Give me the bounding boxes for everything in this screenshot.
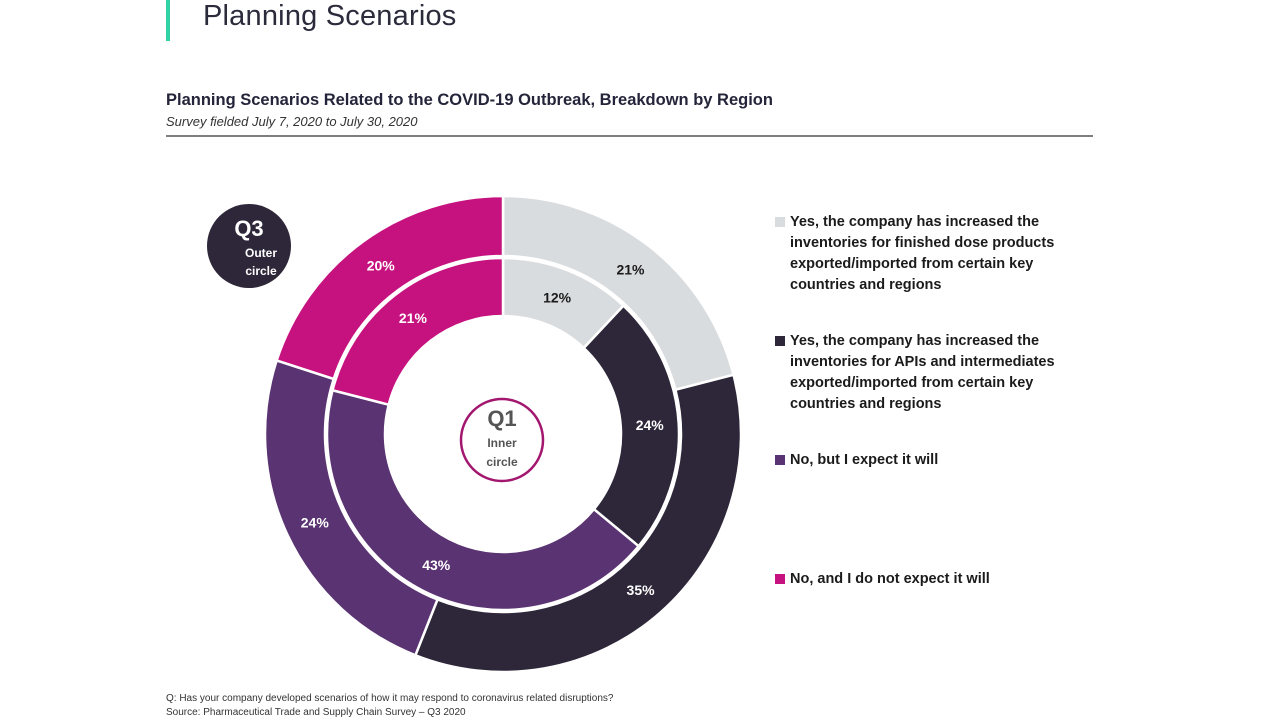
inner-slice-1 — [582, 303, 681, 548]
outer-badge-line2: circle — [245, 264, 277, 278]
inner-slice-3 — [331, 256, 505, 407]
legend-label: No, and I do not expect it will — [790, 571, 990, 587]
inner-ring — [325, 256, 681, 612]
inner-badge-line2: circle — [486, 455, 518, 469]
legend-swatch — [775, 574, 785, 584]
outer-circle-badge: Q3 Outer circle — [207, 204, 291, 288]
inner-badge-title: Q1 — [487, 406, 516, 431]
outer-badge-circle — [207, 204, 291, 288]
legend-swatch — [775, 455, 785, 465]
outer-slice-label-3: 20% — [367, 258, 396, 274]
inner-badge-circle — [459, 397, 545, 483]
legend-item: No, and I do not expect it will — [775, 569, 1065, 590]
outer-slice-3 — [275, 194, 505, 381]
chart-title: Planning Scenarios Related to the COVID-… — [166, 91, 773, 109]
inner-badge-line1: Inner — [487, 436, 517, 450]
chart-subtitle: Survey fielded July 7, 2020 to July 30, … — [166, 114, 418, 129]
outer-slice-label-0: 21% — [616, 262, 645, 278]
legend-label: Yes, the company has increased the inven… — [790, 214, 1055, 293]
outer-badge-title: Q3 — [234, 216, 263, 241]
outer-badge-line1: Outer — [245, 246, 277, 260]
inner-circle-badge: Q1 Inner circle — [459, 397, 545, 483]
title-accent-bar — [166, 0, 170, 41]
legend-swatch — [775, 217, 785, 227]
page-title: Planning Scenarios — [203, 0, 457, 32]
footnote-question: Q: Has your company developed scenarios … — [166, 693, 614, 704]
legend-label: No, but I expect it will — [790, 452, 939, 468]
outer-ring — [263, 194, 743, 674]
inner-slice-label-3: 21% — [399, 310, 428, 326]
legend-item: Yes, the company has increased the inven… — [775, 212, 1065, 296]
legend-item: No, but I expect it will — [775, 450, 1065, 471]
slice-labels: 21% 35% 24% 20% 12% 24% 43% 21% — [301, 258, 664, 598]
inner-slice-label-0: 12% — [543, 289, 572, 305]
inner-slice-label-2: 43% — [422, 557, 451, 573]
outer-slice-1 — [413, 373, 743, 674]
outer-slice-label-2: 24% — [301, 515, 330, 531]
legend-item: Yes, the company has increased the inven… — [775, 331, 1065, 415]
outer-slice-label-1: 35% — [627, 582, 656, 598]
header-divider — [166, 135, 1093, 137]
footnote-source: Source: Pharmaceutical Trade and Supply … — [166, 707, 466, 718]
legend-label: Yes, the company has increased the inven… — [790, 333, 1055, 412]
inner-slice-label-1: 24% — [636, 417, 665, 433]
inner-slice-2 — [325, 388, 641, 612]
legend-swatch — [775, 336, 785, 346]
